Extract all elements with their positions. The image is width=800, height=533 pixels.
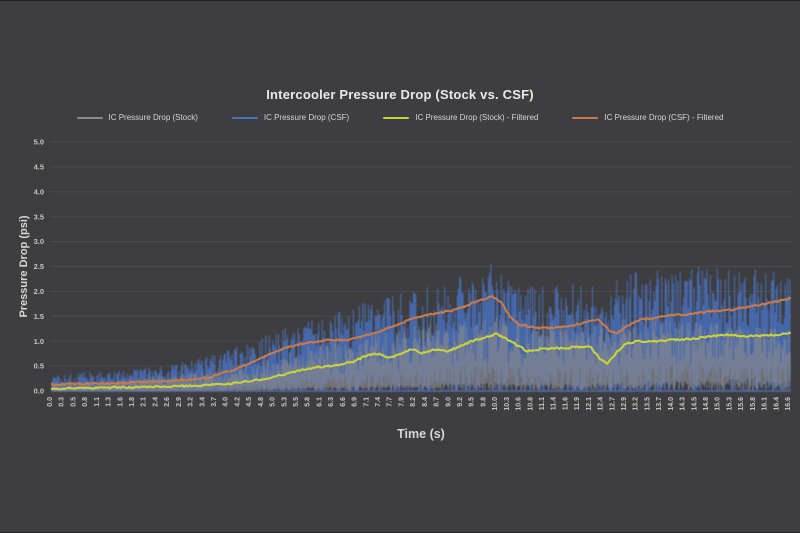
x-tick-label: 0.8: [82, 397, 89, 407]
x-tick-label: 10.8: [527, 397, 534, 411]
series-raw-0: [51, 316, 791, 391]
x-tick-label: 8.2: [410, 397, 417, 407]
y-tick-label: 2.0: [34, 287, 44, 296]
x-tick-label: 6.6: [340, 397, 347, 407]
y-tick-label: 0.0: [34, 387, 44, 396]
legend-label: IC Pressure Drop (Stock) - Filtered: [415, 113, 539, 122]
y-axis-title: Pressure Drop (psi): [18, 215, 30, 317]
y-axis-tick-labels: 0.0 0.5 1.0 1.5 2.0 2.5 3.0 3.5 4.0 4.5 5.0: [34, 138, 44, 396]
x-tick-label: 11.4: [551, 397, 558, 410]
x-axis-tick-labels: 0.0 0.3 0.5 0.8 1.1 1.3 1.6 1.8 2.1 2.4 2.6 2.9 3.2 3…: [47, 397, 792, 411]
x-tick-label: 5.3: [281, 397, 288, 407]
x-tick-label: 12.4: [598, 397, 605, 411]
x-tick-label: 7.1: [363, 397, 370, 407]
x-tick-label: 2.4: [152, 397, 159, 407]
x-tick-label: 1.1: [94, 397, 101, 407]
y-tick-label: 3.0: [34, 237, 44, 246]
x-tick-label: 7.4: [375, 397, 382, 407]
x-tick-label: 5.0: [270, 397, 277, 407]
x-tick-label: 0.3: [59, 397, 66, 407]
x-tick-label: 0.0: [47, 397, 54, 407]
x-tick-label: 11.9: [574, 397, 581, 410]
x-tick-label: 9.5: [469, 397, 476, 407]
x-tick-label: 6.9: [352, 397, 359, 407]
x-tick-label: 15.6: [738, 397, 745, 411]
x-tick-label: 14.0: [668, 397, 675, 411]
x-tick-label: 4.0: [223, 397, 230, 407]
x-tick-label: 8.7: [434, 397, 441, 407]
x-tick-label: 13.2: [633, 397, 640, 411]
x-tick-label: 8.4: [422, 397, 429, 407]
x-tick-label: 5.8: [305, 397, 312, 407]
series-filtered-2: [50, 331, 792, 391]
legend-label: IC Pressure Drop (CSF): [263, 113, 350, 122]
legend-label: IC Pressure Drop (Stock): [108, 113, 198, 122]
x-tick-label: 16.4: [773, 397, 780, 411]
series-filtered-3: [50, 295, 792, 387]
x-tick-label: 0.5: [70, 397, 77, 407]
y-tick-label: 1.0: [34, 337, 44, 346]
chart-legend: IC Pressure Drop (Stock) IC Pressure Drop…: [0, 113, 800, 122]
legend-item-1: IC Pressure Drop (CSF): [231, 113, 350, 122]
legend-swatch-icon: [572, 116, 599, 119]
x-tick-label: 7.7: [387, 397, 394, 407]
x-tick-label: 15.0: [715, 397, 722, 411]
x-tick-label: 15.3: [726, 397, 733, 411]
x-tick-label: 3.7: [211, 397, 218, 407]
x-tick-label: 14.5: [691, 397, 698, 411]
legend-item-2: IC Pressure Drop (Stock) - Filtered: [383, 113, 538, 122]
x-tick-label: 12.1: [586, 397, 593, 411]
y-tick-label: 1.5: [34, 312, 44, 321]
x-tick-label: 11.6: [562, 397, 569, 410]
y-tick-label: 0.5: [34, 362, 44, 371]
x-tick-label: 4.5: [246, 397, 253, 407]
x-tick-label: 4.8: [258, 397, 265, 407]
legend-item-3: IC Pressure Drop (CSF) - Filtered: [572, 113, 724, 122]
x-tick-label: 10.6: [516, 397, 523, 411]
x-tick-label: 16.1: [762, 397, 769, 411]
x-tick-label: 13.7: [656, 397, 663, 411]
x-tick-label: 12.9: [621, 397, 628, 411]
x-tick-label: 14.8: [703, 397, 710, 411]
x-tick-label: 12.7: [609, 397, 616, 411]
x-tick-label: 10.0: [492, 397, 499, 411]
chart-title: Intercooler Pressure Drop (Stock vs. CSF…: [266, 87, 534, 102]
y-tick-label: 3.5: [34, 212, 44, 221]
x-tick-label: 4.2: [234, 397, 241, 407]
y-tick-label: 4.0: [34, 187, 44, 196]
y-tick-label: 2.5: [34, 262, 44, 271]
x-tick-label: 16.6: [785, 397, 792, 411]
x-tick-label: 1.3: [106, 397, 113, 407]
legend-label: IC Pressure Drop (CSF) - Filtered: [604, 113, 724, 122]
x-tick-label: 11.1: [539, 397, 546, 410]
x-tick-label: 6.3: [328, 397, 335, 407]
x-tick-label: 6.1: [316, 397, 323, 407]
x-tick-label: 3.4: [199, 397, 206, 407]
x-tick-label: 14.3: [680, 397, 687, 411]
x-tick-label: 9.8: [480, 397, 487, 407]
legend-swatch-icon: [383, 116, 410, 119]
x-tick-label: 9.2: [457, 397, 464, 407]
x-tick-label: 1.8: [129, 397, 136, 407]
x-tick-label: 9.0: [445, 397, 452, 407]
x-tick-label: 10.3: [504, 397, 511, 411]
x-tick-label: 1.6: [117, 397, 124, 407]
legend-swatch-icon: [231, 116, 258, 119]
x-tick-label: 3.2: [188, 397, 195, 407]
legend-swatch-icon: [76, 116, 103, 119]
x-tick-label: 5.5: [293, 397, 300, 407]
y-tick-label: 5.0: [34, 138, 44, 147]
x-axis-title: Time (s): [397, 427, 445, 441]
x-tick-label: 7.9: [398, 397, 405, 407]
x-tick-label: 13.5: [644, 397, 651, 411]
y-tick-label: 4.5: [34, 163, 44, 172]
x-tick-label: 2.6: [164, 397, 171, 407]
x-tick-label: 15.8: [750, 397, 757, 411]
legend-item-0: IC Pressure Drop (Stock): [76, 113, 198, 122]
x-tick-label: 2.9: [176, 397, 183, 407]
x-tick-label: 2.1: [141, 397, 148, 407]
